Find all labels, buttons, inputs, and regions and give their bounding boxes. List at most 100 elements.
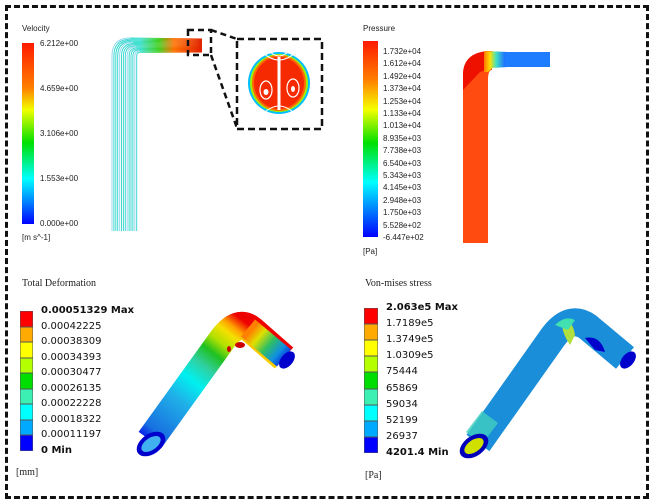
deformation-tick-label: 0.00042225 xyxy=(41,320,102,332)
pressure-tick-label: 1.732e+04 xyxy=(383,47,422,56)
streamline xyxy=(124,45,136,231)
zoom-connector-line xyxy=(209,54,239,129)
streamline xyxy=(131,39,203,42)
streamline xyxy=(119,41,134,231)
pressure-tick-label: 2.948e+03 xyxy=(383,195,422,205)
deformation-tick-label: 0.00011197 xyxy=(41,429,102,440)
streamline xyxy=(122,44,135,231)
deformation-tick-label: 0.00030477 xyxy=(41,367,102,378)
colorbar-band xyxy=(364,436,378,453)
outlet-zoom-box xyxy=(186,28,213,57)
colorbar-band xyxy=(20,373,33,389)
velocity-tick-label: 6.212e+00 xyxy=(40,39,79,48)
streamline xyxy=(132,49,139,231)
velocity-legend-title: Velocity xyxy=(22,24,50,33)
pressure-tick-label: 4.145e+03 xyxy=(383,183,422,193)
deformation-tick-label: 0.00026135 xyxy=(41,382,102,394)
streamline xyxy=(113,38,131,231)
pressure-tick-label: 5.343e+03 xyxy=(383,171,422,180)
deformation-colorbar xyxy=(20,311,33,451)
pressure-tick-label: 1.373e+04 xyxy=(383,84,422,94)
velocity-tick-label: 0.000e+00 xyxy=(40,219,79,228)
streamline xyxy=(117,40,133,231)
stress-tick-label: 4201.4 Min xyxy=(386,446,449,458)
streamline xyxy=(136,51,141,231)
colorbar-band xyxy=(364,420,378,437)
pressure-tick-label: 1.013e+04 xyxy=(383,121,422,131)
colorbar-band xyxy=(364,356,378,373)
deformation-tick-label: 0.00038309 xyxy=(41,336,102,347)
velocity-colorbar xyxy=(22,43,34,224)
deformation-title: Total Deformation xyxy=(22,278,96,289)
pressure-tick-label: 1.492e+04 xyxy=(383,71,422,81)
colorbar-band xyxy=(20,435,33,451)
deformation-tick-label: 0.00051329 Max xyxy=(41,305,135,316)
pressure-unit: [Pa] xyxy=(363,247,378,256)
velocity-tick-label: 3.106e+00 xyxy=(40,129,79,138)
deformation-tick-label: 0.00034393 xyxy=(41,351,102,363)
pressure-legend-title: Pressure xyxy=(363,24,396,33)
colorbar-band xyxy=(364,308,378,325)
stress-tick-label: 1.3749e5 xyxy=(386,334,434,346)
colorbar-band xyxy=(364,404,378,421)
stress-pipe-body xyxy=(466,308,634,452)
deformation-tick-label: 0 Min xyxy=(41,444,72,456)
colorbar-band xyxy=(20,388,33,405)
streamline xyxy=(130,48,139,231)
pressure-tick-label: -6.447e+02 xyxy=(383,233,424,242)
pressure-tick-label: 1.750e+03 xyxy=(383,208,422,218)
pressure-tick-label: 5.528e+02 xyxy=(383,220,422,230)
stress-unit: [Pa] xyxy=(365,470,382,481)
stress-colorbar xyxy=(364,308,378,453)
zoom-connector-line xyxy=(210,28,238,41)
streamline xyxy=(129,37,203,40)
stress-tick-label: 1.7189e5 xyxy=(386,318,434,330)
pressure-colorbar xyxy=(363,41,378,237)
colorbar-band xyxy=(20,404,33,420)
stress-tick-label: 75444 xyxy=(386,366,418,378)
streamline xyxy=(132,40,203,43)
colorbar-band xyxy=(20,357,33,374)
velocity-tick-label: 4.659e+00 xyxy=(40,84,79,93)
pressure-tick-label: 7.738e+03 xyxy=(383,146,422,156)
stress-tick-label: 65869 xyxy=(386,382,418,394)
pressure-tick-label: 1.133e+04 xyxy=(383,109,422,118)
pressure-vertical-pipe xyxy=(463,51,492,243)
deformation-tick-label: 0.00018322 xyxy=(41,413,102,425)
streamline xyxy=(134,50,140,231)
velocity-pipe-streamlines xyxy=(111,37,203,231)
pressure-tick-label: 8.935e+03 xyxy=(383,133,422,143)
streamline xyxy=(115,39,132,231)
pressure-bend-gradient xyxy=(484,51,508,72)
pressure-outlet-pipe xyxy=(505,52,550,67)
colorbar-band xyxy=(364,372,378,389)
streamline xyxy=(128,47,138,231)
streamline xyxy=(133,41,203,44)
stress-tick-label: 2.063e5 Max xyxy=(386,302,459,313)
cross-section-vortices xyxy=(248,49,310,114)
deformation-pipe-arm xyxy=(240,319,292,367)
stress-tick-label: 59034 xyxy=(386,398,418,410)
stress-outlet-end xyxy=(620,351,636,369)
colorbar-band xyxy=(364,340,378,357)
colorbar-band xyxy=(364,388,378,405)
colorbar-band xyxy=(20,311,33,327)
deformation-tick-label: 0.00022228 xyxy=(41,398,102,409)
pressure-tick-label: 1.253e+04 xyxy=(383,96,422,106)
stress-tick-label: 1.0309e5 xyxy=(386,350,434,362)
colorbar-band xyxy=(20,326,33,343)
velocity-unit: [m s^-1] xyxy=(22,233,51,242)
streamline xyxy=(126,46,137,231)
deformation-unit: [mm] xyxy=(16,467,39,478)
streamline xyxy=(130,38,203,41)
velocity-tick-label: 1.553e+00 xyxy=(40,174,79,183)
streamline xyxy=(133,42,203,45)
colorbar-band xyxy=(20,342,33,358)
colorbar-band xyxy=(364,324,378,341)
dashed-figure-frame xyxy=(5,5,649,499)
streamline xyxy=(121,43,135,231)
